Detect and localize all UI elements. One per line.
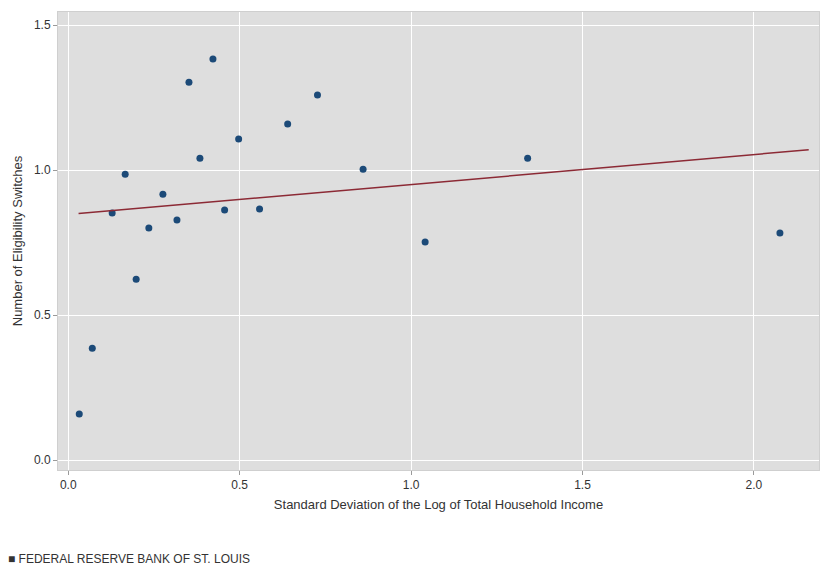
svg-text:0.5: 0.5 [34,308,51,322]
svg-text:2.0: 2.0 [746,478,763,492]
svg-text:1.0: 1.0 [34,163,51,177]
svg-text:1.0: 1.0 [403,478,420,492]
svg-text:Number of Eligibility Switches: Number of Eligibility Switches [10,155,25,326]
svg-text:1.5: 1.5 [574,478,591,492]
svg-text:Standard Deviation of the Log: Standard Deviation of the Log of Total H… [274,497,603,512]
svg-text:0.0: 0.0 [34,453,51,467]
svg-text:■ FEDERAL RESERVE BANK OF ST.: ■ FEDERAL RESERVE BANK OF ST. LOUIS [8,552,250,566]
svg-text:0.5: 0.5 [231,478,248,492]
svg-text:1.5: 1.5 [34,18,51,32]
svg-text:0.0: 0.0 [60,478,77,492]
